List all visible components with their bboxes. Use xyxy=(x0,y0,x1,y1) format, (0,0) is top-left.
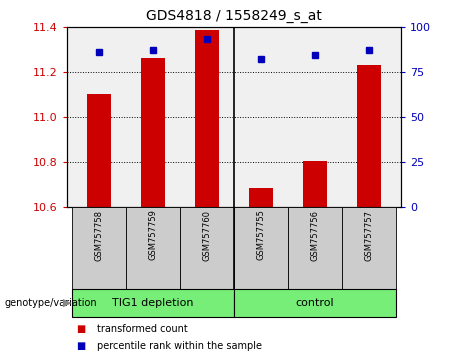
Bar xyxy=(234,289,396,317)
Bar xyxy=(72,207,126,289)
Bar xyxy=(72,289,234,317)
Text: GSM757760: GSM757760 xyxy=(202,210,212,261)
Text: GSM757759: GSM757759 xyxy=(148,210,158,261)
Bar xyxy=(234,207,288,289)
Bar xyxy=(141,58,165,207)
Bar xyxy=(249,188,273,207)
Text: ▶: ▶ xyxy=(63,298,71,308)
Text: control: control xyxy=(296,298,334,308)
Text: percentile rank within the sample: percentile rank within the sample xyxy=(97,341,262,351)
Text: ■: ■ xyxy=(76,324,85,334)
Text: GSM757758: GSM757758 xyxy=(95,210,104,261)
Bar xyxy=(87,94,111,207)
Bar xyxy=(195,30,219,207)
Bar xyxy=(180,207,234,289)
Text: ■: ■ xyxy=(76,341,85,351)
Text: TIG1 depletion: TIG1 depletion xyxy=(112,298,194,308)
Text: GSM757756: GSM757756 xyxy=(310,210,319,261)
Bar xyxy=(303,161,327,207)
Text: GSM757757: GSM757757 xyxy=(364,210,373,261)
Title: GDS4818 / 1558249_s_at: GDS4818 / 1558249_s_at xyxy=(146,9,322,23)
Text: GSM757755: GSM757755 xyxy=(256,210,266,261)
Bar xyxy=(357,65,381,207)
Bar xyxy=(342,207,396,289)
Bar xyxy=(288,207,342,289)
Text: transformed count: transformed count xyxy=(97,324,188,334)
Text: genotype/variation: genotype/variation xyxy=(5,298,97,308)
Bar xyxy=(126,207,180,289)
